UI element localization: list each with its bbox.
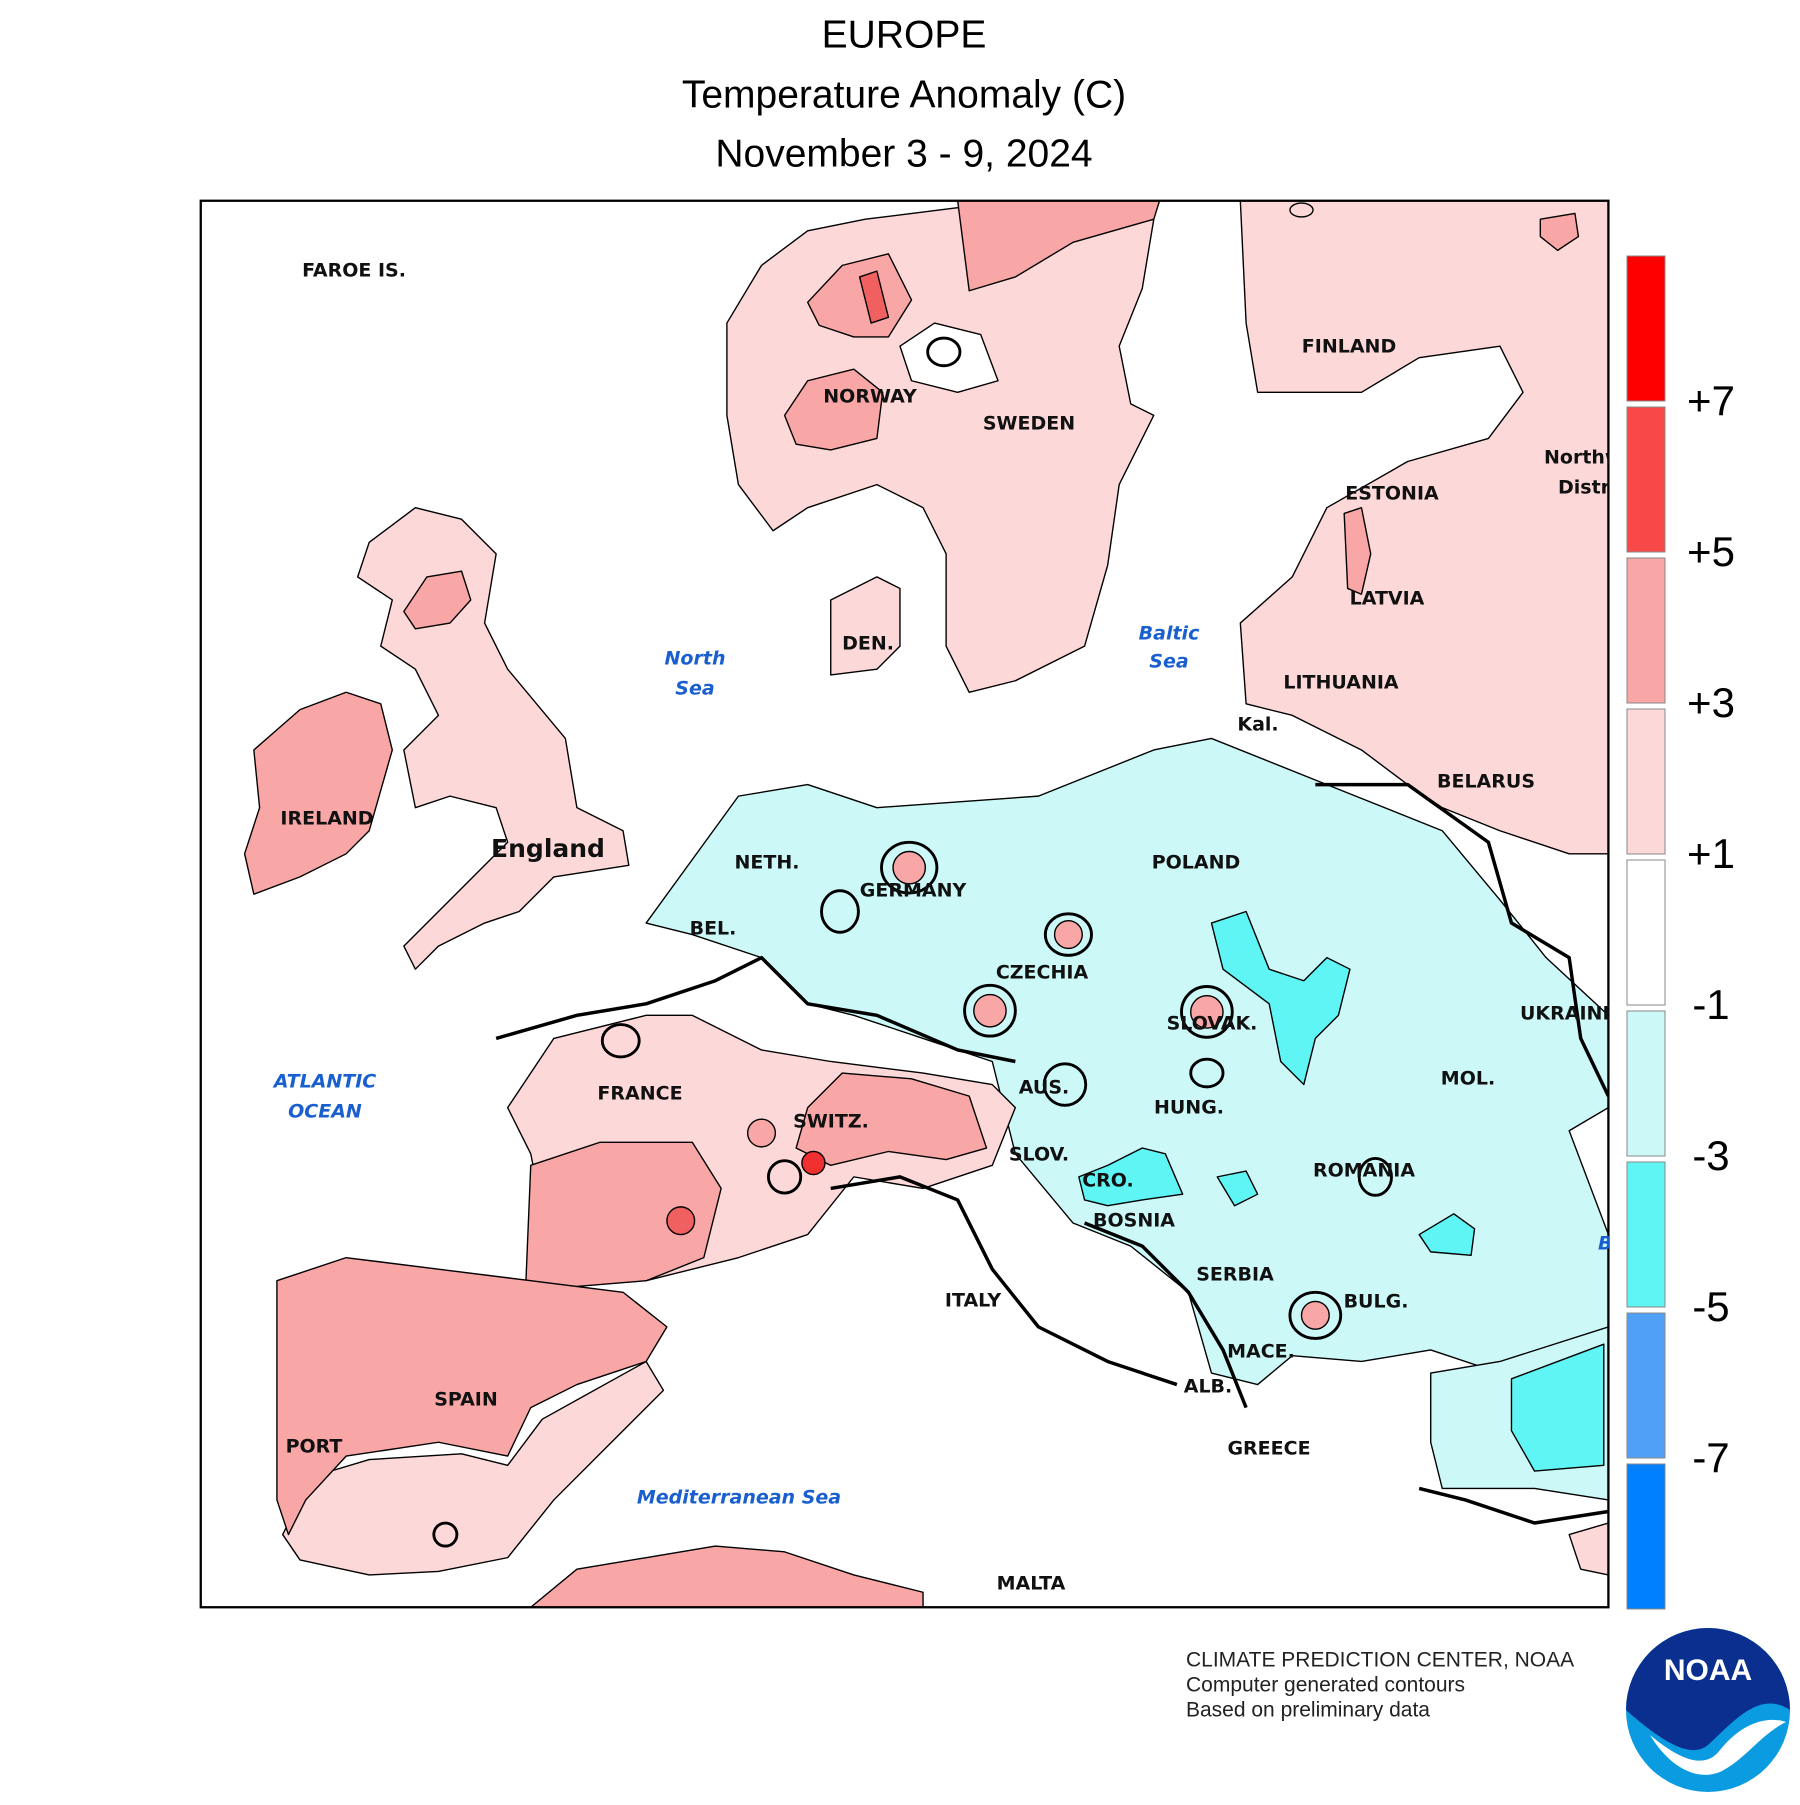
country-label: CRO. [1082, 1170, 1134, 1192]
country-label: Northw [1544, 447, 1623, 469]
country-label: SLOV. [1009, 1144, 1069, 1166]
country-label: BOSNIA [1093, 1210, 1175, 1232]
sea-label: ATLANTIC [272, 1071, 377, 1093]
country-label: Kal. [1237, 714, 1278, 736]
legend-swatch [1626, 708, 1666, 855]
map-frame [199, 199, 1610, 1609]
footer-line: Computer generated contours [1186, 1674, 1465, 1697]
country-label: BEL. [690, 918, 737, 940]
legend-label: +7 [1687, 377, 1735, 424]
date: November 3 - 9, 2024 [715, 132, 1092, 175]
legend-label: +1 [1687, 830, 1735, 877]
country-label: MALTA [997, 1573, 1066, 1595]
logo-text: NOAA [1664, 1654, 1752, 1687]
map [199, 199, 1610, 1609]
map-labels: FAROE IS. NORWAY SWEDEN FINLAND ESTONIA LATVI… [272, 260, 1623, 1595]
country-label: BULG. [1344, 1291, 1409, 1313]
country-label: ITALY [945, 1290, 1001, 1312]
sea-label: B [1598, 1233, 1612, 1255]
legend-label: -5 [1692, 1283, 1729, 1330]
country-label: BELARUS [1437, 771, 1535, 793]
country-label: LITHUANIA [1283, 672, 1399, 694]
country-label: AUS. [1019, 1077, 1069, 1099]
country-label: England [491, 834, 605, 863]
country-label: HUNG. [1154, 1097, 1224, 1119]
country-label: GERMANY [860, 880, 967, 902]
legend-label: -1 [1692, 981, 1729, 1028]
legend-label: +5 [1687, 528, 1735, 575]
legend-label: +3 [1687, 679, 1735, 726]
country-label: DEN. [842, 633, 894, 655]
country-label: Distri [1558, 477, 1617, 499]
subtitle: Temperature Anomaly (C) [682, 73, 1126, 116]
country-label: ESTONIA [1345, 483, 1439, 505]
country-label: SERBIA [1196, 1264, 1274, 1286]
legend-swatch [1626, 1010, 1666, 1157]
legend-swatch [1626, 859, 1666, 1006]
country-label: FRANCE [597, 1083, 682, 1105]
country-label: PORT [286, 1436, 343, 1458]
country-label: SWEDEN [983, 413, 1075, 435]
legend-swatch [1626, 1312, 1666, 1459]
country-label: SWITZ. [793, 1111, 869, 1133]
country-label: POLAND [1152, 852, 1241, 874]
country-label: ALB. [1184, 1376, 1233, 1398]
sea-label: Sea [675, 678, 714, 700]
country-label: IRELAND [280, 808, 373, 830]
legend-swatch [1626, 255, 1666, 402]
sea-label: Mediterranean Sea [637, 1487, 841, 1509]
country-label: NORWAY [823, 386, 917, 408]
legend-swatch [1626, 1161, 1666, 1308]
sea-label: Baltic [1139, 623, 1200, 645]
country-label: MOL. [1441, 1068, 1495, 1090]
country-label: LATVIA [1350, 588, 1425, 610]
sea-label: OCEAN [288, 1101, 362, 1123]
legend-swatch [1626, 406, 1666, 553]
country-label: CZECHIA [996, 962, 1089, 984]
country-label: FAROE IS. [302, 260, 406, 282]
legend: +7 +5 +3 +1 -1 -3 -5 -7 [1626, 255, 1735, 1610]
legend-swatch [1626, 1463, 1666, 1610]
country-label: NETH. [735, 852, 800, 874]
sea-label: Sea [1149, 651, 1188, 673]
footer-line: Based on preliminary data [1186, 1699, 1430, 1722]
noaa-logo: NOAA [1626, 1628, 1790, 1792]
country-label: MACE. [1227, 1341, 1295, 1363]
sea-label: North [665, 648, 726, 670]
country-label: UKRAINE [1520, 1003, 1615, 1025]
country-label: FINLAND [1302, 336, 1396, 358]
legend-swatch [1626, 557, 1666, 704]
footer-line: CLIMATE PREDICTION CENTER, NOAA [1186, 1649, 1574, 1672]
title: EUROPE [822, 13, 987, 56]
legend-label: -3 [1692, 1132, 1729, 1179]
country-label: GREECE [1227, 1438, 1310, 1460]
legend-label: -7 [1692, 1434, 1729, 1481]
country-label: ROMANIA [1313, 1160, 1415, 1182]
country-label: SLOVAK. [1167, 1013, 1258, 1035]
country-label: SPAIN [434, 1389, 498, 1411]
